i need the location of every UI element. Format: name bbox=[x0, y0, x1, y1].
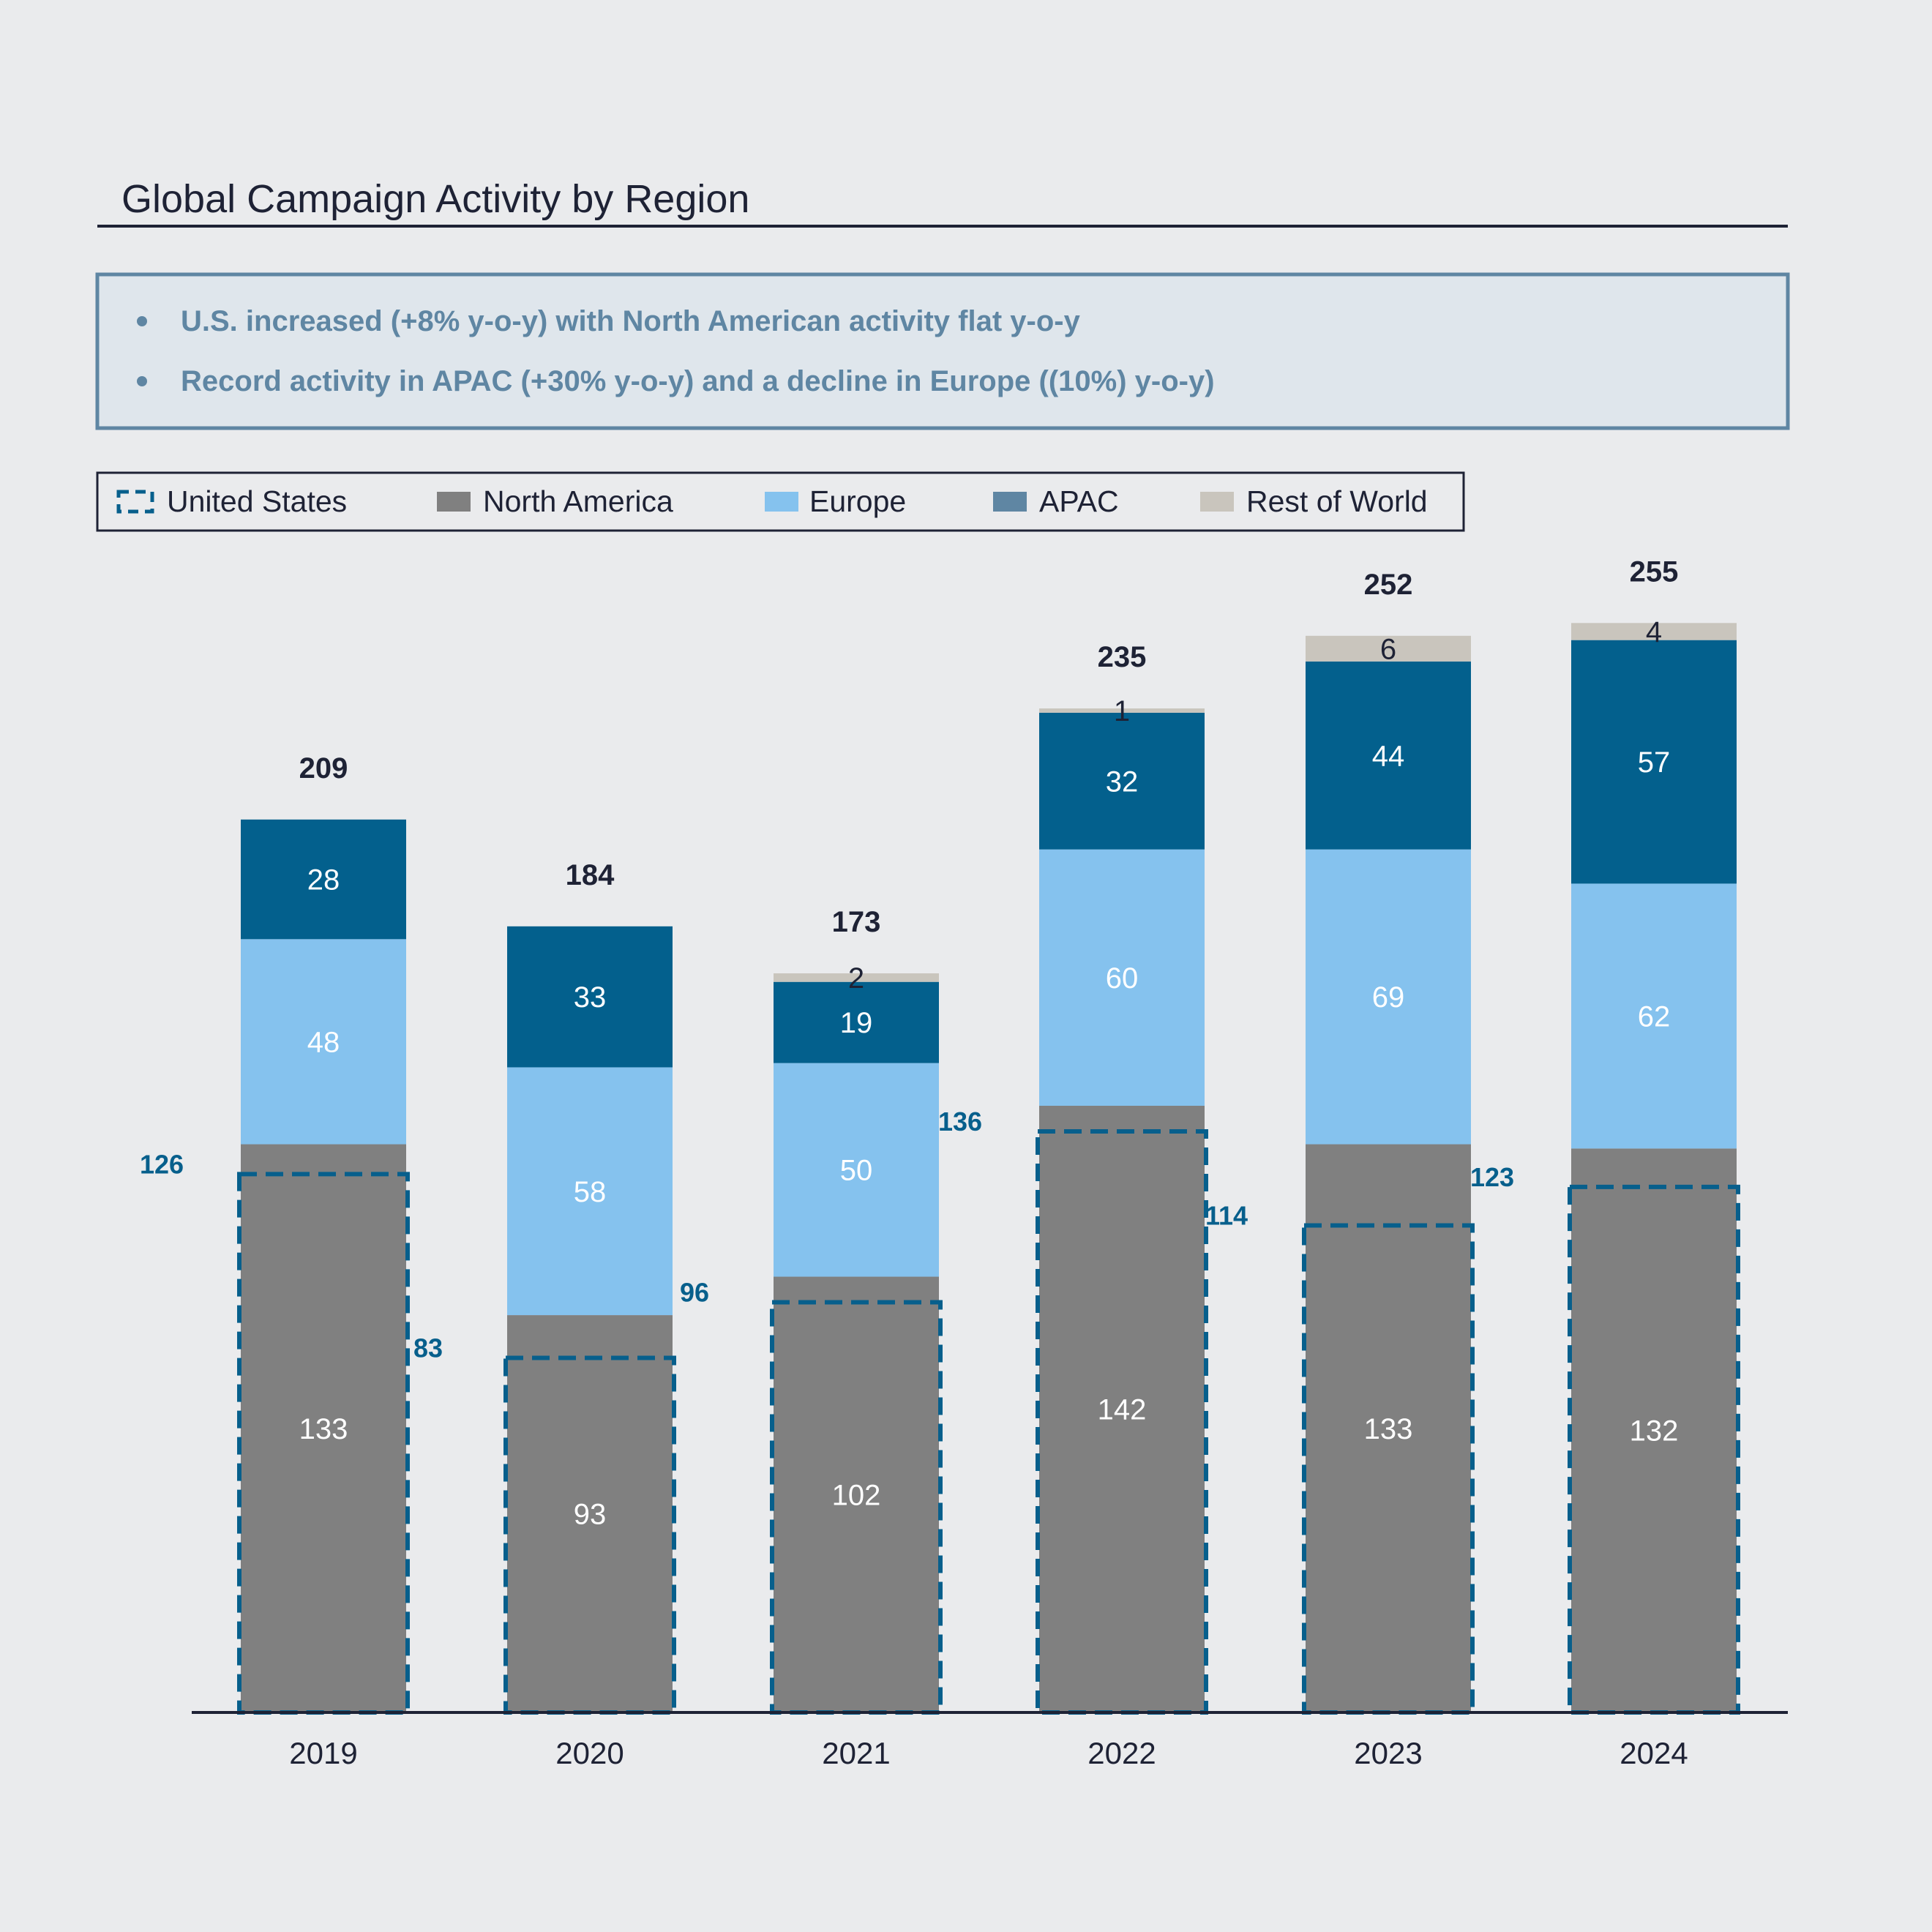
data-label-rest-of-world: 1 bbox=[1114, 695, 1130, 727]
us-value-label: 136 bbox=[938, 1107, 982, 1137]
bar-segment-apac bbox=[1306, 661, 1471, 850]
data-label-apac: 57 bbox=[1638, 746, 1671, 779]
data-label-rest-of-world: 6 bbox=[1380, 633, 1396, 665]
bar-segment-europe bbox=[1571, 883, 1737, 1149]
bar-segment-europe bbox=[774, 1063, 939, 1277]
bar-segment-apac bbox=[507, 926, 673, 1068]
bar-segment-north-america bbox=[241, 1144, 406, 1712]
data-label-north-america: 102 bbox=[832, 1479, 881, 1511]
data-label-europe: 62 bbox=[1638, 1000, 1671, 1033]
data-label-rest-of-world: 4 bbox=[1646, 616, 1662, 648]
legend-label-europe: Europe bbox=[809, 484, 906, 518]
callout-bullet-2: Record activity in APAC (+30% y-o-y) and… bbox=[181, 365, 1215, 397]
bar-segment-north-america bbox=[1039, 1106, 1205, 1712]
bar-segment-north-america bbox=[1306, 1144, 1471, 1712]
data-label-apac: 44 bbox=[1372, 740, 1405, 772]
data-label-apac: 28 bbox=[307, 864, 340, 896]
legend-label-apac: APAC bbox=[1039, 484, 1119, 518]
x-tick-label: 2020 bbox=[555, 1736, 624, 1770]
legend-swatch-europe bbox=[765, 492, 798, 512]
us-value-label: 83 bbox=[413, 1333, 443, 1363]
bar-segment-north-america bbox=[507, 1315, 673, 1712]
bar-segment-europe bbox=[507, 1067, 673, 1316]
bar-segment-north-america bbox=[774, 1276, 939, 1712]
legend-label-united-states: United States bbox=[167, 484, 347, 518]
data-label-north-america: 93 bbox=[574, 1499, 607, 1531]
bar-segment-north-america bbox=[1571, 1148, 1737, 1712]
bar-segment-europe bbox=[1039, 849, 1205, 1107]
legend-swatch-north-america bbox=[437, 492, 471, 512]
x-tick-label: 2019 bbox=[289, 1736, 357, 1770]
data-label-europe: 69 bbox=[1372, 981, 1405, 1014]
data-label-europe: 58 bbox=[574, 1176, 607, 1208]
total-label: 252 bbox=[1364, 569, 1413, 601]
us-value-label: 126 bbox=[140, 1149, 184, 1179]
us-value-label: 96 bbox=[680, 1278, 709, 1308]
plot-area: 1334828209126201993583318483202010250192… bbox=[140, 555, 1788, 1770]
legend-box bbox=[96, 471, 1465, 532]
legend-label-north-america: North America bbox=[483, 484, 673, 518]
data-label-europe: 60 bbox=[1106, 962, 1139, 995]
x-tick-label: 2023 bbox=[1354, 1736, 1422, 1770]
callout-box bbox=[95, 272, 1790, 430]
data-label-north-america: 133 bbox=[299, 1413, 348, 1445]
data-label-north-america: 132 bbox=[1630, 1415, 1679, 1448]
data-label-europe: 48 bbox=[307, 1026, 340, 1058]
bar-segment-rest-of-world bbox=[774, 973, 939, 982]
x-tick-label: 2022 bbox=[1087, 1736, 1156, 1770]
bullet-dot bbox=[137, 316, 147, 326]
callout-bullet-1: U.S. increased (+8% y-o-y) with North Am… bbox=[181, 305, 1081, 337]
data-label-apac: 19 bbox=[840, 1007, 873, 1039]
legend-swatch-apac bbox=[993, 492, 1027, 512]
bar-segment-europe bbox=[1306, 849, 1471, 1145]
bullet-dot bbox=[137, 376, 147, 386]
legend-label-rest-of-world: Rest of World bbox=[1246, 484, 1428, 518]
bar-segment-apac bbox=[1039, 712, 1205, 850]
bar-segment-apac bbox=[1571, 640, 1737, 884]
total-label: 184 bbox=[566, 859, 615, 891]
chart-title: Global Campaign Activity by Region bbox=[121, 177, 749, 221]
us-value-label: 114 bbox=[1205, 1200, 1248, 1230]
data-label-europe: 50 bbox=[840, 1155, 873, 1187]
total-label: 173 bbox=[832, 906, 881, 938]
bar-segment-rest-of-world bbox=[1571, 623, 1737, 640]
total-label: 209 bbox=[299, 752, 348, 785]
total-label: 235 bbox=[1098, 641, 1147, 673]
bar-segment-apac bbox=[774, 981, 939, 1063]
bar-segment-apac bbox=[241, 819, 406, 940]
x-tick-label: 2024 bbox=[1620, 1736, 1688, 1770]
data-label-apac: 32 bbox=[1106, 765, 1139, 798]
data-label-rest-of-world: 2 bbox=[848, 962, 864, 995]
legend-swatch-rest-of-world bbox=[1200, 492, 1234, 512]
legend-swatch-united-states bbox=[116, 490, 154, 514]
bar-segment-europe bbox=[241, 939, 406, 1145]
bar-segment-rest-of-world bbox=[1039, 708, 1205, 713]
us-value-label: 123 bbox=[1470, 1162, 1514, 1192]
x-tick-label: 2021 bbox=[822, 1736, 890, 1770]
data-label-north-america: 133 bbox=[1364, 1413, 1413, 1445]
data-label-apac: 33 bbox=[574, 981, 607, 1014]
total-label: 255 bbox=[1630, 555, 1679, 588]
data-label-north-america: 142 bbox=[1098, 1394, 1147, 1426]
bar-segment-rest-of-world bbox=[1306, 635, 1471, 662]
